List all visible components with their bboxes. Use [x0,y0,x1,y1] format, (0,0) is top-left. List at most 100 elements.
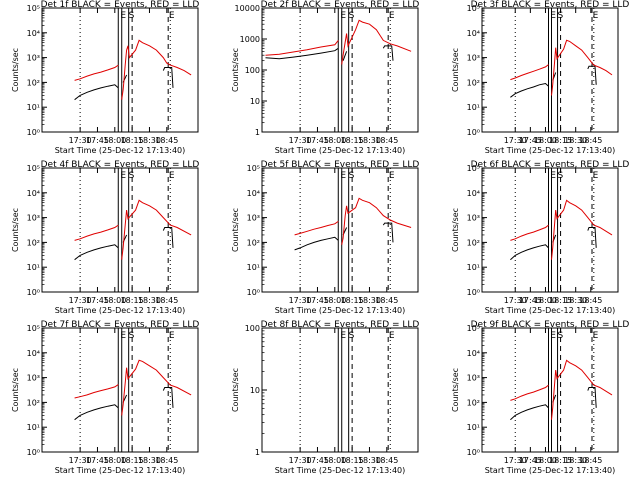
x-tick-label: 18:30 [564,456,587,465]
y-axis-label: Counts/sec [11,368,20,412]
x-tick-label: 17:30 [69,136,92,145]
interval-marker-label: E [593,11,599,21]
y-tick-label: 10⁴ [27,349,40,358]
x-tick-label: 18:30 [138,296,161,305]
x-tick-label: 17:45 [86,136,109,145]
y-tick-label: 10 [250,97,260,106]
x-tick-label: 18:45 [375,296,398,305]
y-tick-label: 10² [27,78,40,87]
x-tick-label: 18:15 [121,296,144,305]
panel-title: Det 9f BLACK = Events, RED = LLD [471,320,630,330]
y-tick-label: 10³ [467,214,480,223]
plot-frame [481,167,619,293]
plot-frame [481,327,619,453]
y-tick-label: 10⁴ [27,29,40,38]
x-tick-label: 18:30 [358,296,381,305]
events-series-line [510,82,549,98]
panel-3: Det 3f BLACK = Events, RED = LLD 10⁰ 10¹ 10… [451,0,629,155]
panel-4: Det 4f BLACK = Events, RED = LLD 10⁰ 10¹ 10… [11,160,199,315]
y-tick-label: 10¹ [27,103,40,112]
lld-series-line [510,64,549,81]
x-tick-label: 18:15 [341,456,364,465]
x-axis-label: Start Time (25-Dec-12 17:13:40) [55,146,186,155]
lld-series-line [74,64,119,81]
interval-marker-label: S [558,11,564,21]
y-tick-label: 10¹ [27,423,40,432]
x-tick-label: 17:30 [289,136,312,145]
x-tick-label: 18:00 [534,456,557,465]
x-tick-label: 18:00 [323,456,346,465]
interval-marker-label: E [169,331,175,341]
lld-series-line [341,19,412,65]
y-tick-label: 10⁵ [467,4,480,13]
y-tick-label: 10⁵ [467,164,480,173]
plot-frame [41,167,199,293]
plot-frame [261,327,419,453]
y-tick-label: 10⁵ [247,164,260,173]
y-tick-label: 10000 [235,4,260,13]
y-tick-label: 10² [467,78,480,87]
x-axis-label: Start Time (25-Dec-12 17:13:40) [485,306,616,315]
events-series-line [162,227,174,248]
panel-7: Det 7f BLACK = Events, RED = LLD 10⁰ 10¹ 10… [11,320,199,475]
x-tick-label: 18:00 [323,296,346,305]
lld-series-line [551,359,613,420]
panel-5: Det 5f BLACK = Events, RED = LLD 10⁰ 10¹ 10… [231,160,419,315]
plot-frame [481,7,619,133]
panel-title: Det 8f BLACK = Events, RED = LLD [261,320,420,330]
interval-marker-label: S [349,171,355,181]
interval-marker-label: E [120,11,126,21]
interval-marker-label: S [558,331,564,341]
y-tick-label: 1 [255,448,260,457]
panel-1: Det 1f BLACK = Events, RED = LLD 10⁰ 10¹ 10… [11,0,199,155]
x-tick-label: 17:45 [306,456,329,465]
panel-title: Det 7f BLACK = Events, RED = LLD [41,320,200,330]
x-tick-label: 18:15 [341,136,364,145]
events-series-line [74,84,119,101]
x-tick-label: 18:30 [358,456,381,465]
events-series-line [342,51,348,61]
events-series-line [162,67,174,88]
y-tick-label: 10⁴ [467,349,480,358]
y-tick-label: 10³ [247,214,260,223]
x-tick-label: 18:15 [121,136,144,145]
y-tick-label: 10² [27,398,40,407]
lld-series-line [121,199,192,260]
x-tick-label: 17:45 [306,136,329,145]
x-tick-label: 17:45 [306,296,329,305]
panel-2: Det 2f BLACK = Events, RED = LLD 1 10 100 10… [231,0,419,155]
y-tick-label: 10⁴ [27,189,40,198]
x-tick-label: 18:00 [534,136,557,145]
x-tick-label: 18:45 [579,296,602,305]
x-tick-label: 18:45 [375,136,398,145]
x-tick-label: 18:30 [138,136,161,145]
y-tick-label: 10³ [27,54,40,63]
plot-frame [261,7,419,133]
interval-marker-label: S [558,171,564,181]
events-series-line [382,45,394,61]
x-tick-label: 17:45 [519,136,542,145]
x-tick-label: 17:45 [519,296,542,305]
x-tick-label: 17:30 [289,456,312,465]
y-tick-label: 10⁰ [467,128,480,137]
y-axis-label: Counts/sec [231,368,240,412]
lld-series-line [74,384,119,399]
interval-marker-label: E [593,331,599,341]
lld-series-line [551,199,613,260]
x-tick-label: 18:45 [155,296,178,305]
x-tick-label: 18:45 [579,456,602,465]
y-axis-label: Counts/sec [451,208,460,252]
x-tick-label: 17:45 [519,456,542,465]
y-axis-label: Counts/sec [231,48,240,92]
y-tick-label: 10 [250,386,260,395]
interval-marker-label: E [120,331,126,341]
events-series-line [587,387,597,408]
interval-marker-label: E [340,11,346,21]
panel-title: Det 3f BLACK = Events, RED = LLD [471,0,630,10]
events-series-line [510,404,549,421]
x-tick-label: 17:30 [504,456,527,465]
interval-marker-label: E [550,171,556,181]
y-axis-label: Counts/sec [231,208,240,252]
x-tick-label: 17:45 [86,296,109,305]
interval-marker-label: E [340,171,346,181]
